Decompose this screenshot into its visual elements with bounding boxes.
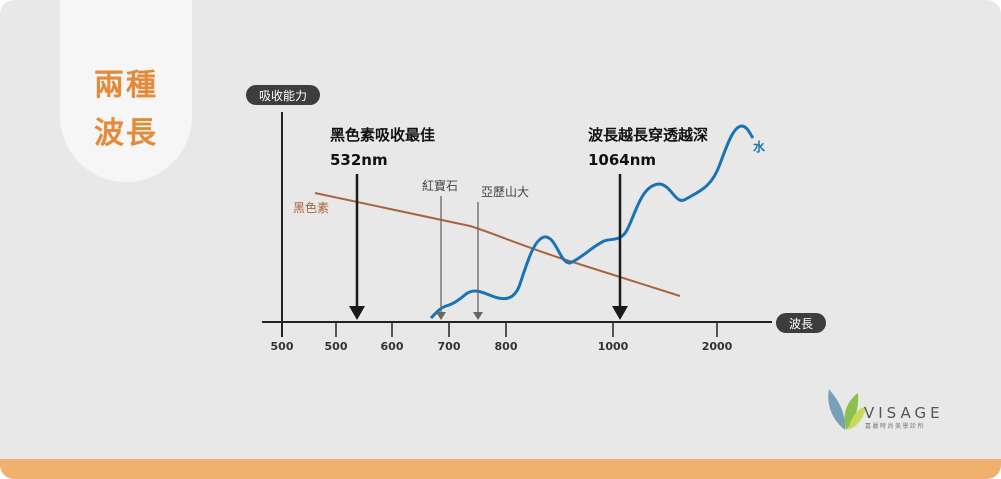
x-ticks [281,322,718,337]
logo-name: VISAGE [864,404,944,422]
x-axis-label-pill [776,313,826,333]
water-arrow-head [612,306,628,320]
alexandrite-label: 亞歷山大 [481,185,529,199]
logo-leaf-icon [844,393,859,430]
bottom-bar [0,459,1001,479]
tick-label: 600 [381,340,404,353]
melanin-curve [314,192,681,297]
x-tick-labels: 500 500 600 700 800 1000 2000 [271,340,733,353]
tick-label: 800 [495,340,518,353]
visage-logo: VISAGE 嘉麗時尚美學診所 [828,389,944,430]
tick-label: 500 [325,340,348,353]
title-line-1: 兩種 [94,68,158,103]
water-deep-text: 波長越長穿透越深 [588,126,708,144]
x-axis-label: 波長 [789,317,813,331]
melanin-arrow-head [349,306,365,320]
logo-leaf-icon [848,406,866,430]
tick-label: 700 [438,340,461,353]
water-curve [429,124,755,320]
tick-label: 1000 [598,340,629,353]
melanin-label: 黑色素 [293,201,329,215]
melanin-peak-value: 532nm [330,151,388,169]
title-line-2: 波長 [94,116,158,151]
y-axis-label: 吸收能力 [259,89,307,103]
water-label: 水 [753,139,766,154]
title-tab: 兩種 波長 [60,0,192,182]
tick-label: 2000 [702,340,733,353]
logo-tagline: 嘉麗時尚美學診所 [865,422,925,430]
tick-label: 500 [271,340,294,353]
y-axis-label-pill [246,85,320,105]
ruby-label: 紅寶石 [422,178,458,193]
logo-leaf-icon [828,389,846,430]
melanin-peak-text: 黑色素吸收最佳 [330,126,435,144]
ruby-arrow-head [436,312,446,320]
water-deep-value: 1064nm [588,151,656,169]
alexandrite-arrow-head [473,312,483,320]
